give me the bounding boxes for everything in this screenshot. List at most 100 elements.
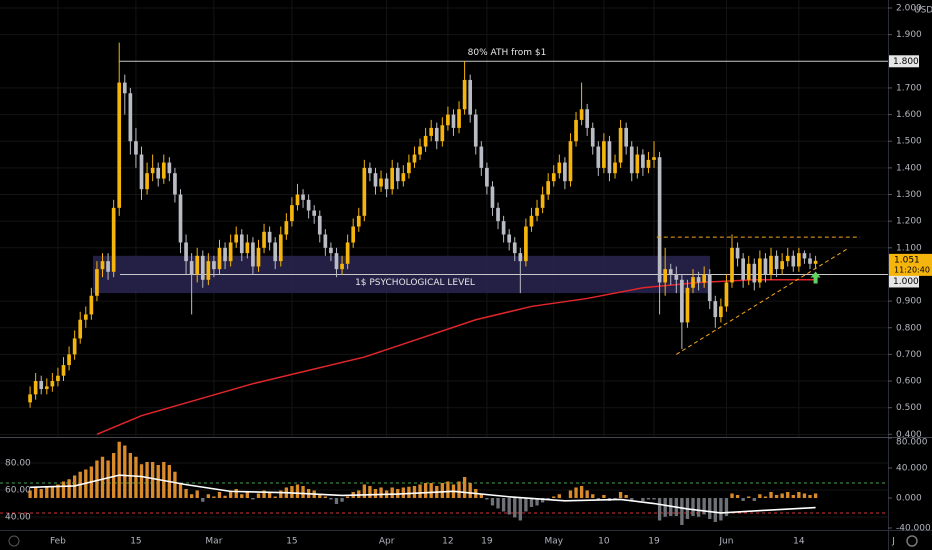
y-tick-label: 0.900	[896, 297, 922, 307]
histogram-bar	[212, 496, 216, 498]
histogram-bar	[240, 494, 244, 498]
candle-body	[251, 242, 255, 267]
candle-body	[306, 199, 311, 211]
candle-body	[774, 255, 779, 270]
histogram-bar	[184, 488, 188, 498]
histogram-bar	[223, 495, 227, 498]
candle-body	[546, 181, 551, 195]
candle-body	[446, 114, 450, 126]
histogram-bar	[401, 487, 406, 498]
histogram-bar	[797, 491, 801, 498]
histogram-bar	[618, 491, 623, 498]
y-tick-label: 1.600	[896, 110, 922, 120]
histogram-bar	[630, 497, 634, 501]
sub-y2-tick-label: 0.000	[896, 493, 922, 503]
histogram-bar	[111, 452, 116, 498]
candle-body	[329, 247, 333, 254]
candle-body	[217, 247, 222, 270]
histogram-bar	[267, 491, 272, 498]
histogram-bar	[117, 441, 121, 498]
level-annotation: 80% ATH from $1	[468, 48, 547, 58]
histogram-bar	[373, 488, 378, 498]
y-tick-label: 1.400	[896, 163, 922, 173]
histogram-bar	[33, 486, 38, 498]
candle-body	[618, 127, 623, 163]
histogram-bar	[529, 497, 534, 507]
candle-body	[111, 207, 116, 272]
candle-body	[245, 242, 250, 254]
candle-body	[674, 274, 679, 280]
candle-body	[83, 314, 88, 320]
y-tick-label: 0.700	[896, 350, 922, 360]
candle-body	[295, 194, 300, 206]
candle-body	[340, 263, 344, 270]
histogram-bar	[390, 487, 394, 498]
candle-body	[657, 157, 662, 283]
candle-body	[501, 221, 506, 235]
candle-body	[496, 207, 500, 222]
histogram-bar	[245, 491, 250, 498]
histogram-bar	[518, 497, 522, 521]
histogram-bar	[524, 497, 528, 512]
candle-body	[72, 338, 77, 355]
settings-icon[interactable]	[906, 535, 918, 547]
histogram-bar	[496, 497, 500, 509]
candle-body	[629, 146, 634, 174]
candle-body	[691, 277, 695, 288]
histogram-bar	[557, 494, 561, 498]
candle-body	[267, 231, 272, 243]
histogram-bar	[752, 497, 756, 501]
candle-body	[512, 242, 517, 254]
candle-body	[312, 210, 317, 216]
histogram-bar	[540, 497, 545, 503]
histogram-bar	[568, 490, 573, 498]
histogram-bar	[763, 496, 768, 498]
histogram-bar	[719, 497, 723, 521]
histogram-bar	[329, 497, 333, 500]
histogram-bar	[273, 496, 277, 498]
histogram-bar	[730, 493, 734, 498]
candle-body	[368, 167, 372, 174]
candle-body	[412, 154, 417, 163]
histogram-bar	[206, 494, 211, 498]
candle-body	[769, 255, 773, 275]
level-price-box	[889, 275, 919, 288]
candle-body	[808, 258, 812, 264]
candle-body	[33, 381, 38, 395]
candle-body	[490, 186, 495, 208]
candle-body	[139, 154, 144, 190]
candle-body	[724, 282, 729, 307]
candle-body	[161, 162, 166, 179]
histogram-bar	[189, 494, 194, 498]
candle-body	[735, 247, 740, 259]
x-tick-label: 15	[130, 537, 141, 547]
histogram-bar	[613, 497, 617, 500]
indicator-line	[30, 474, 816, 514]
sub-y-tick-label: 80.00	[5, 458, 31, 468]
histogram-bar	[758, 494, 762, 498]
histogram-bar	[596, 497, 600, 500]
candle-body	[680, 279, 684, 323]
candle-body	[551, 173, 556, 182]
candle-body	[89, 295, 94, 315]
histogram-bar	[256, 493, 261, 498]
candle-body	[401, 173, 406, 182]
histogram-bar	[228, 490, 233, 498]
candle-body	[195, 255, 200, 275]
candle-body	[78, 319, 83, 339]
histogram-bar	[61, 481, 66, 498]
candle-body	[813, 260, 818, 264]
candle-body	[473, 114, 478, 147]
settings-gear[interactable]	[906, 535, 918, 547]
histogram-bar	[802, 493, 807, 498]
histogram-bar	[362, 484, 367, 498]
candle-body	[713, 301, 718, 318]
level-price-label: 1.800	[893, 57, 919, 67]
candle-body	[156, 167, 161, 179]
x-tick-label: May	[544, 537, 563, 547]
candle-body	[134, 141, 138, 155]
candle-body	[301, 194, 305, 200]
histogram-bar	[624, 494, 628, 498]
candle-body	[373, 173, 378, 187]
sub-y-tick-label: 40.00	[5, 513, 31, 523]
